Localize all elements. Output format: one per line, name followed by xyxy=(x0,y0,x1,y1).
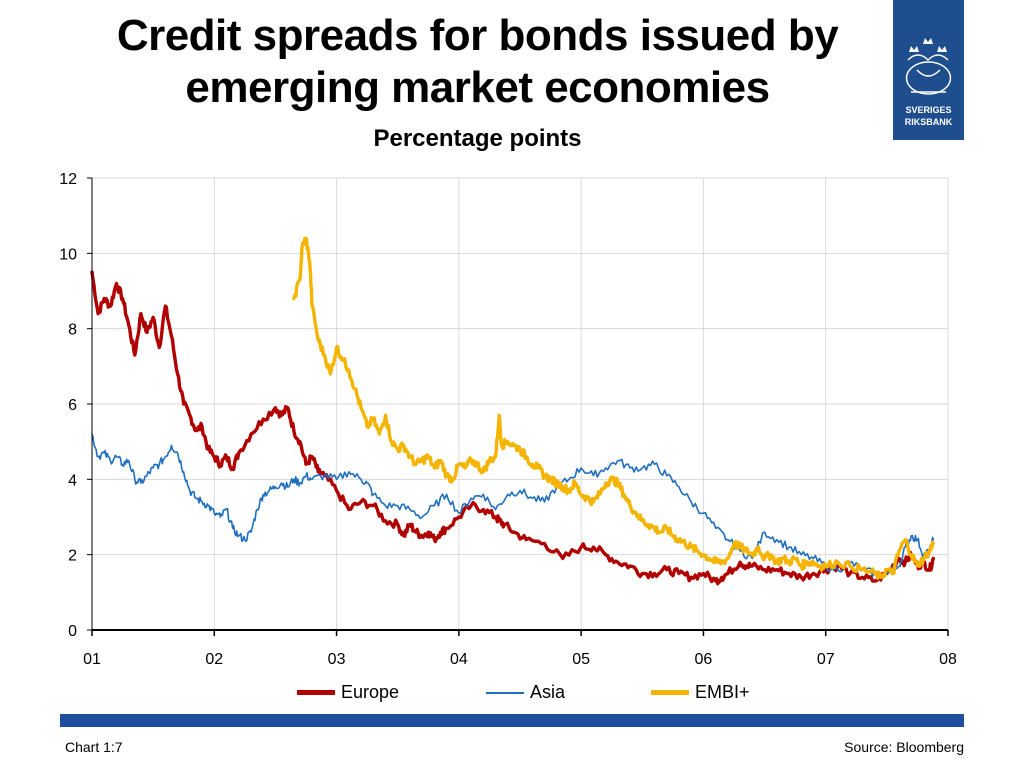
chart-title: Credit spreads for bonds issued by emergi… xyxy=(116,11,839,112)
chart-subtitle: Percentage points xyxy=(373,125,582,152)
legend-label-asia: Asia xyxy=(530,682,566,702)
x-tick-label: 08 xyxy=(939,651,957,668)
x-tick-label: 04 xyxy=(450,651,468,668)
logo-text-line2: RIKSBANK xyxy=(905,117,953,127)
legend-item-embi: EMBI+ xyxy=(651,682,750,703)
legend-item-asia: Asia xyxy=(486,682,565,703)
legend-swatch-asia xyxy=(486,691,524,694)
footer-rule xyxy=(60,714,964,727)
series-line-embi xyxy=(292,236,935,580)
series-line-europe xyxy=(90,270,935,586)
y-tick-label: 8 xyxy=(68,322,77,339)
legend-swatch-europe xyxy=(297,690,335,695)
x-tick-labels: 01 02 03 04 05 06 07 08 xyxy=(83,651,957,668)
x-tick-label: 06 xyxy=(695,651,713,668)
y-tick-label: 0 xyxy=(68,623,77,640)
gridlines xyxy=(92,177,949,630)
legend-label-europe: Europe xyxy=(341,682,400,702)
logo-text-line1: SVERIGES xyxy=(905,105,951,115)
x-tick-label: 01 xyxy=(83,651,101,668)
axes xyxy=(87,177,949,636)
legend-swatch-embi xyxy=(651,690,689,695)
source-label: Source: Bloomberg xyxy=(844,739,964,755)
y-tick-label: 4 xyxy=(68,472,77,489)
series-line-asia xyxy=(91,433,935,578)
x-tick-label: 03 xyxy=(328,651,346,668)
x-tick-label: 05 xyxy=(572,651,590,668)
series-lines xyxy=(90,236,935,586)
legend-item-europe: Europe xyxy=(297,682,399,703)
y-tick-label: 10 xyxy=(59,246,77,263)
chart-legend: Europe Asia EMBI+ xyxy=(0,682,1024,706)
y-tick-label: 12 xyxy=(59,171,77,188)
x-tick-label: 07 xyxy=(817,651,835,668)
crown-emblem-icon: SVERIGES RIKSBANK xyxy=(905,38,953,127)
y-tick-labels: 0 2 4 6 8 10 12 xyxy=(59,171,77,640)
riksbank-logo: SVERIGES RIKSBANK xyxy=(893,0,964,140)
chart-number-label: Chart 1:7 xyxy=(65,739,123,755)
y-tick-label: 6 xyxy=(68,397,77,414)
y-tick-label: 2 xyxy=(68,548,77,565)
legend-label-embi: EMBI+ xyxy=(695,682,750,702)
x-tick-label: 02 xyxy=(205,651,223,668)
